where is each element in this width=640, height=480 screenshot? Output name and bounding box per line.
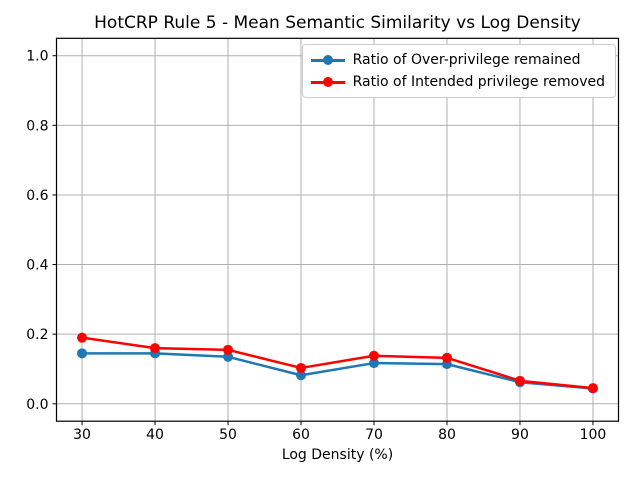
x-tick-label: 90 — [511, 427, 529, 443]
data-point-marker — [77, 332, 88, 343]
x-tick-label: 60 — [292, 427, 310, 443]
x-tick-label: 80 — [438, 427, 456, 443]
data-point-marker — [368, 350, 379, 361]
legend: Ratio of Over-privilege remained Ratio o… — [301, 44, 616, 98]
data-point-marker — [514, 375, 525, 386]
y-tick-label: 0.0 — [26, 397, 48, 413]
data-point-marker — [223, 344, 234, 355]
y-tick-label: 0.4 — [26, 258, 48, 274]
data-point-marker — [368, 358, 379, 369]
legend-marker-red — [322, 77, 333, 87]
chart-title: HotCRP Rule 5 - Mean Semantic Similarity… — [94, 13, 581, 33]
x-tick-label: 70 — [365, 427, 383, 443]
data-point-marker — [587, 383, 598, 394]
legend-marker-blue — [322, 55, 333, 65]
data-point-marker — [223, 351, 234, 362]
legend-item-over-privilege: Ratio of Over-privilege remained — [310, 52, 605, 68]
series-line — [82, 352, 594, 390]
y-tick-label: 1.0 — [26, 49, 48, 65]
x-tick-label: 50 — [219, 427, 237, 443]
legend-swatch-red — [310, 76, 345, 88]
data-point-marker — [296, 370, 307, 381]
data-point-marker — [77, 348, 88, 359]
legend-label: Ratio of Over-privilege remained — [352, 52, 581, 68]
y-tick-label: 0.2 — [26, 327, 48, 343]
legend-item-intended-privilege: Ratio of Intended privilege removed — [310, 74, 605, 90]
axes-frame — [55, 37, 620, 422]
legend-swatch-blue — [310, 54, 345, 66]
legend-label: Ratio of Intended privilege removed — [352, 74, 605, 90]
data-point-marker — [150, 343, 161, 354]
x-axis-label: Log Density (%) — [281, 447, 394, 463]
y-tick-label: 0.6 — [26, 188, 48, 204]
data-point-marker — [441, 352, 452, 363]
x-tick-label: 100 — [580, 427, 607, 443]
data-point-marker — [296, 362, 307, 373]
x-tick-label: 40 — [146, 427, 164, 443]
y-tick-label: 0.8 — [26, 118, 48, 134]
series-line — [81, 336, 594, 390]
x-tick-label: 30 — [73, 427, 91, 443]
